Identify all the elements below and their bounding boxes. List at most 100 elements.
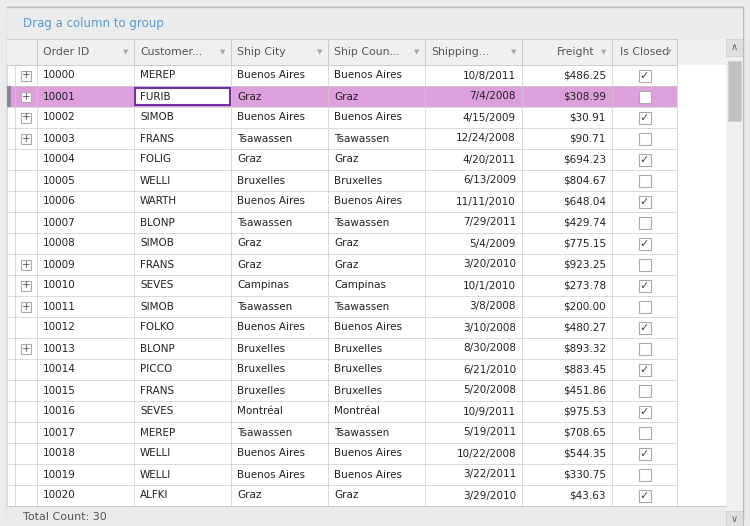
Text: $429.74: $429.74 bbox=[562, 217, 606, 228]
Bar bbox=[7, 464, 677, 485]
Bar bbox=[638, 175, 650, 187]
Bar bbox=[7, 65, 677, 86]
Bar bbox=[638, 427, 650, 439]
Text: Graz: Graz bbox=[237, 238, 261, 248]
Text: ✓: ✓ bbox=[640, 449, 650, 459]
Text: Bruxelles: Bruxelles bbox=[237, 386, 285, 396]
Text: FRANS: FRANS bbox=[140, 259, 174, 269]
Bar bbox=[21, 92, 31, 102]
Text: ✓: ✓ bbox=[640, 197, 650, 207]
Text: $480.27: $480.27 bbox=[563, 322, 606, 332]
Text: 3/8/2008: 3/8/2008 bbox=[470, 301, 516, 311]
Bar bbox=[7, 338, 677, 359]
Text: 3/20/2010: 3/20/2010 bbox=[463, 259, 516, 269]
Text: Buenos Aires: Buenos Aires bbox=[237, 449, 305, 459]
Text: $544.35: $544.35 bbox=[562, 449, 606, 459]
Text: Bruxelles: Bruxelles bbox=[334, 176, 382, 186]
Text: Buenos Aires: Buenos Aires bbox=[334, 322, 402, 332]
Bar bbox=[7, 86, 677, 107]
Text: ∧: ∧ bbox=[731, 43, 738, 53]
Bar bbox=[7, 86, 11, 107]
Text: ▼: ▼ bbox=[414, 49, 420, 55]
Text: 8/30/2008: 8/30/2008 bbox=[463, 343, 516, 353]
Text: Buenos Aires: Buenos Aires bbox=[334, 113, 402, 123]
Text: +: + bbox=[22, 259, 30, 269]
Text: 10001: 10001 bbox=[43, 92, 76, 102]
Text: Bruxelles: Bruxelles bbox=[334, 365, 382, 375]
Bar bbox=[638, 385, 650, 397]
Text: 10009: 10009 bbox=[43, 259, 76, 269]
Text: WARTH: WARTH bbox=[140, 197, 177, 207]
Text: Tsawassen: Tsawassen bbox=[334, 428, 389, 438]
Text: ▼: ▼ bbox=[220, 49, 226, 55]
Text: 10011: 10011 bbox=[43, 301, 76, 311]
Text: ∨: ∨ bbox=[731, 514, 738, 524]
Text: SIMOB: SIMOB bbox=[140, 301, 174, 311]
Text: 5/4/2009: 5/4/2009 bbox=[470, 238, 516, 248]
Bar bbox=[7, 275, 677, 296]
Text: FOLIG: FOLIG bbox=[140, 155, 171, 165]
Text: Ship City: Ship City bbox=[237, 47, 286, 57]
Bar bbox=[7, 233, 677, 254]
Bar bbox=[21, 301, 31, 311]
Text: 5/19/2011: 5/19/2011 bbox=[463, 428, 516, 438]
Text: Customer...: Customer... bbox=[140, 47, 202, 57]
Text: ▼: ▼ bbox=[512, 49, 517, 55]
Text: Graz: Graz bbox=[334, 238, 358, 248]
Text: ▼: ▼ bbox=[317, 49, 322, 55]
Text: WELLI: WELLI bbox=[140, 176, 171, 186]
Text: Campinas: Campinas bbox=[237, 280, 289, 290]
Text: Bruxelles: Bruxelles bbox=[237, 343, 285, 353]
Text: FURIB: FURIB bbox=[140, 92, 170, 102]
Text: FOLKO: FOLKO bbox=[140, 322, 174, 332]
Text: Graz: Graz bbox=[334, 259, 358, 269]
Text: 10008: 10008 bbox=[43, 238, 76, 248]
Bar bbox=[638, 342, 650, 355]
Text: Campinas: Campinas bbox=[334, 280, 386, 290]
Bar bbox=[7, 359, 677, 380]
Bar bbox=[726, 511, 743, 526]
Bar bbox=[638, 69, 650, 82]
Text: Tsawassen: Tsawassen bbox=[334, 134, 389, 144]
Text: Ship Coun...: Ship Coun... bbox=[334, 47, 400, 57]
Bar bbox=[21, 280, 31, 290]
Text: +: + bbox=[22, 92, 30, 102]
Bar bbox=[7, 296, 677, 317]
Text: $486.25: $486.25 bbox=[562, 70, 606, 80]
Text: 6/13/2009: 6/13/2009 bbox=[463, 176, 516, 186]
Text: 10004: 10004 bbox=[43, 155, 76, 165]
Text: Bruxelles: Bruxelles bbox=[334, 343, 382, 353]
Text: SEVES: SEVES bbox=[140, 280, 173, 290]
Bar bbox=[7, 485, 677, 506]
Text: Buenos Aires: Buenos Aires bbox=[237, 113, 305, 123]
Text: 10019: 10019 bbox=[43, 470, 76, 480]
Text: Bruxelles: Bruxelles bbox=[237, 176, 285, 186]
Text: $451.86: $451.86 bbox=[562, 386, 606, 396]
Text: 6/21/2010: 6/21/2010 bbox=[463, 365, 516, 375]
Text: 10/8/2011: 10/8/2011 bbox=[463, 70, 516, 80]
Text: Graz: Graz bbox=[237, 491, 261, 501]
Text: 10003: 10003 bbox=[43, 134, 76, 144]
Bar bbox=[7, 506, 726, 526]
Text: +: + bbox=[22, 301, 30, 311]
Text: SIMOB: SIMOB bbox=[140, 238, 174, 248]
Text: 10010: 10010 bbox=[43, 280, 76, 290]
Text: PICCO: PICCO bbox=[140, 365, 172, 375]
Text: Tsawassen: Tsawassen bbox=[334, 301, 389, 311]
Text: BLONP: BLONP bbox=[140, 343, 175, 353]
Text: WELLI: WELLI bbox=[140, 449, 171, 459]
Text: Tsawassen: Tsawassen bbox=[237, 428, 292, 438]
Text: Tsawassen: Tsawassen bbox=[237, 301, 292, 311]
Bar bbox=[726, 39, 743, 56]
Text: Tsawassen: Tsawassen bbox=[237, 134, 292, 144]
Bar bbox=[7, 422, 677, 443]
Text: Tsawassen: Tsawassen bbox=[334, 217, 389, 228]
Text: FRANS: FRANS bbox=[140, 386, 174, 396]
Text: +: + bbox=[22, 134, 30, 144]
Text: Total Count: 30: Total Count: 30 bbox=[23, 512, 106, 522]
Text: +: + bbox=[22, 113, 30, 123]
Text: ✓: ✓ bbox=[640, 280, 650, 290]
Text: Bruxelles: Bruxelles bbox=[334, 386, 382, 396]
Bar bbox=[135, 88, 230, 105]
Text: $648.04: $648.04 bbox=[563, 197, 606, 207]
